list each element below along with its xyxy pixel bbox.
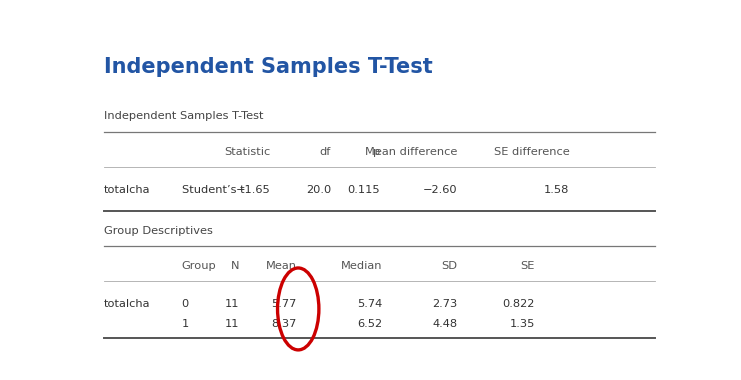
Text: Mean difference: Mean difference — [365, 147, 457, 157]
Text: Student’s t: Student’s t — [182, 185, 245, 195]
Text: df: df — [319, 147, 331, 157]
Text: 5.74: 5.74 — [357, 299, 382, 309]
Text: SE: SE — [520, 261, 535, 271]
Text: 0.822: 0.822 — [502, 299, 535, 309]
Text: Median: Median — [341, 261, 382, 271]
Text: 11: 11 — [225, 319, 239, 329]
Text: Independent Samples T-Test: Independent Samples T-Test — [104, 111, 264, 122]
Text: SD: SD — [442, 261, 457, 271]
Text: 6.52: 6.52 — [357, 319, 382, 329]
Text: 0.115: 0.115 — [347, 185, 379, 195]
Text: 0: 0 — [182, 299, 189, 309]
Text: totalcha: totalcha — [104, 299, 150, 309]
Text: Statistic: Statistic — [225, 147, 270, 157]
Text: −1.65: −1.65 — [236, 185, 270, 195]
Text: Mean: Mean — [265, 261, 296, 271]
Text: 11: 11 — [225, 299, 239, 309]
Text: p: p — [373, 147, 379, 157]
Text: Group Descriptives: Group Descriptives — [104, 226, 213, 236]
Text: Independent Samples T-Test: Independent Samples T-Test — [104, 57, 433, 77]
Text: 2.73: 2.73 — [432, 299, 457, 309]
Text: 4.48: 4.48 — [432, 319, 457, 329]
Text: 20.0: 20.0 — [306, 185, 331, 195]
Text: 1.35: 1.35 — [510, 319, 535, 329]
Text: −2.60: −2.60 — [422, 185, 457, 195]
Text: 1.58: 1.58 — [544, 185, 569, 195]
Text: 1: 1 — [182, 319, 189, 329]
Text: totalcha: totalcha — [104, 185, 150, 195]
Text: 8.37: 8.37 — [271, 319, 296, 329]
Text: N: N — [230, 261, 239, 271]
Text: SE difference: SE difference — [494, 147, 569, 157]
Text: 5.77: 5.77 — [271, 299, 296, 309]
Text: Group: Group — [182, 261, 216, 271]
